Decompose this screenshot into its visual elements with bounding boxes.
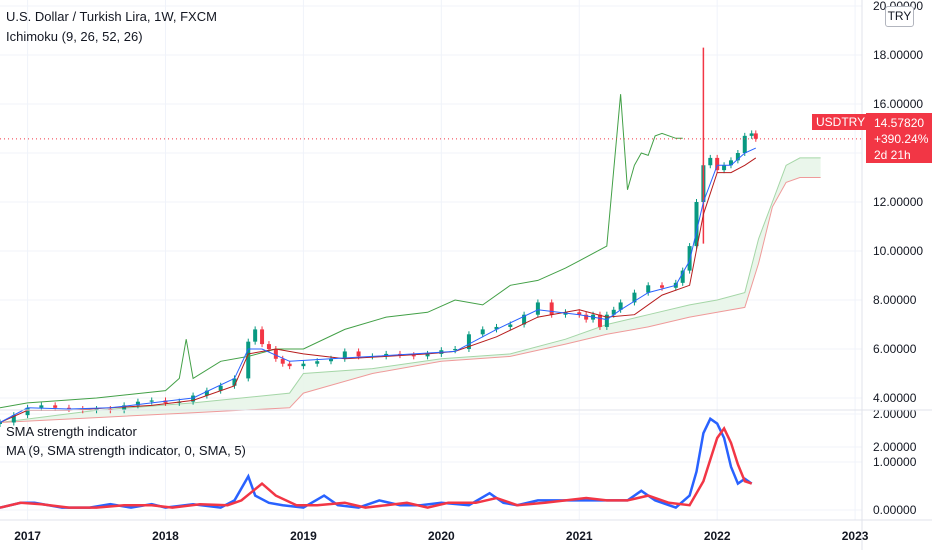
candle-body [266, 344, 271, 349]
candle-body [494, 326, 499, 330]
lagging-span-line [0, 94, 683, 409]
y-tick-label-lower: 0.00000 [873, 503, 917, 517]
ichimoku-cloud [0, 157, 821, 423]
leading-span-b [0, 177, 821, 423]
candle-body [728, 160, 733, 166]
candle-body [722, 165, 727, 171]
candle-body [66, 407, 71, 410]
candle-body [342, 351, 347, 359]
currency-button[interactable]: TRY [885, 6, 914, 27]
candle-body [480, 329, 485, 335]
candle-body [232, 378, 237, 386]
candle-body [280, 358, 285, 364]
y-tick-label-lower: 2.00000 [873, 407, 917, 421]
candle-body [687, 246, 692, 271]
y-tick-label: 10.00000 [873, 244, 923, 258]
y-tick-label: 18.00000 [873, 48, 923, 62]
candle-body [632, 292, 637, 303]
candle-body [39, 405, 44, 408]
x-tick-label: 2018 [152, 529, 179, 543]
candle-body [715, 157, 720, 171]
candle-body [749, 133, 754, 136]
chart-title[interactable]: U.S. Dollar / Turkish Lira, 1W, FXCM [6, 9, 217, 24]
candle-body [660, 285, 665, 288]
bar-countdown: 2d 21h [874, 148, 911, 162]
candle-body [466, 334, 471, 349]
y-tick-label-lower: 1.00000 [873, 455, 917, 469]
symbol-tag: USDTRY [812, 114, 870, 130]
candle-body [122, 405, 127, 411]
candle-body [53, 405, 58, 408]
candle-body [204, 390, 209, 396]
price-change: +390.24% [874, 132, 929, 146]
candle-body [753, 133, 758, 139]
candle-body [577, 312, 582, 315]
candle-body [287, 363, 292, 367]
candle-body [273, 349, 278, 359]
ma-line [0, 425, 753, 509]
y-tick-label: 6.00000 [873, 342, 917, 356]
y-tick-label: 2.00000 [873, 440, 917, 454]
candle-body [680, 270, 685, 283]
ichimoku-label[interactable]: Ichimoku (9, 26, 52, 26) [6, 29, 143, 44]
main-legend: U.S. Dollar / Turkish Lira, 1W, FXCM Ich… [6, 7, 217, 47]
candle-body [618, 302, 623, 310]
y-tick-label: 4.00000 [873, 391, 917, 405]
price-candles [0, 47, 758, 427]
candle-body [315, 361, 320, 364]
grid-lines [0, 0, 862, 520]
candle-body [694, 202, 699, 247]
candle-body [329, 358, 334, 362]
x-tick-label: 2017 [14, 529, 41, 543]
x-tick-label: 2022 [704, 529, 731, 543]
leading-span-a [0, 157, 821, 423]
candle-body [425, 353, 430, 357]
candle-body [11, 415, 16, 423]
y-tick-label: 12.00000 [873, 195, 923, 209]
candle-body [611, 309, 616, 315]
y-tick-label: 8.00000 [873, 293, 917, 307]
lower-legend: SMA strength indicator MA (9, SMA streng… [6, 422, 246, 460]
candle-body [604, 314, 609, 327]
candle-body [735, 153, 740, 161]
candle-body [25, 407, 30, 416]
cloud-fill [0, 157, 821, 423]
candle-body [584, 314, 589, 320]
sma-strength-label[interactable]: SMA strength indicator [6, 424, 137, 439]
candle-body [708, 157, 713, 166]
candle-body [356, 351, 361, 357]
candle-body [301, 363, 306, 367]
conversion-line [0, 147, 757, 423]
candle-body [549, 302, 554, 315]
candle-body [742, 135, 747, 153]
candle-body [597, 314, 602, 327]
last-price-box: 14.57820 +390.24% 2d 21h [866, 113, 932, 163]
last-price: 14.57820 [874, 116, 925, 130]
ma-label[interactable]: MA (9, SMA strength indicator, 0, SMA, 5… [6, 443, 246, 458]
candle-body [191, 395, 196, 402]
candle-body [218, 385, 223, 391]
candle-body [149, 400, 154, 402]
sma-strength-pane [0, 416, 753, 510]
x-tick-label: 2021 [566, 529, 593, 543]
candle-body [453, 349, 458, 351]
x-tick-label: 2019 [290, 529, 317, 543]
candle-body [646, 285, 651, 293]
base-line [0, 157, 757, 423]
candle-body [253, 329, 258, 342]
candle-body [411, 355, 416, 357]
candle-body [522, 314, 527, 325]
x-tick-label: 2020 [428, 529, 455, 543]
candle-body [0, 422, 2, 424]
ichimoku-lines [0, 94, 862, 423]
x-tick-label: 2023 [842, 529, 869, 543]
candle-body [246, 341, 251, 379]
candle-body [535, 302, 540, 315]
candle-body [508, 324, 513, 327]
y-tick-label: 16.00000 [873, 97, 923, 111]
candle-body [260, 329, 265, 345]
candle-body [135, 401, 140, 406]
